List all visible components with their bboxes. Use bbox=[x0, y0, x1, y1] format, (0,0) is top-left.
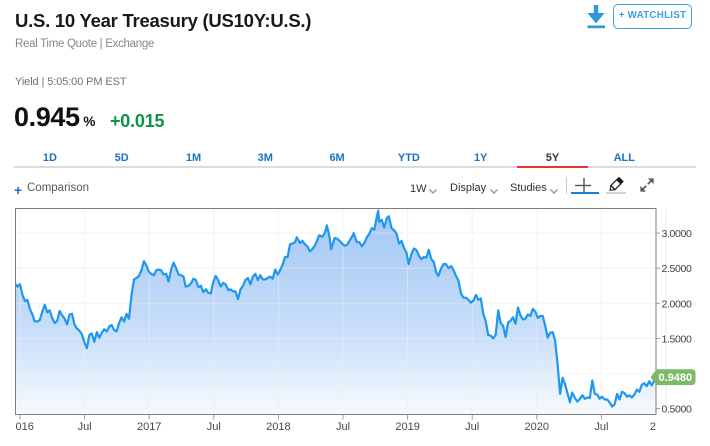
svg-text:Jul: Jul bbox=[336, 421, 350, 433]
svg-text:2019: 2019 bbox=[395, 421, 419, 433]
svg-text:0.9480: 0.9480 bbox=[659, 372, 693, 384]
svg-text:2017: 2017 bbox=[137, 421, 161, 433]
svg-text:016: 016 bbox=[16, 421, 34, 433]
svg-text:Jul: Jul bbox=[78, 421, 92, 433]
svg-text:2.5000: 2.5000 bbox=[662, 263, 693, 275]
svg-text:Jul: Jul bbox=[594, 421, 608, 433]
svg-text:0.5000: 0.5000 bbox=[662, 404, 693, 416]
svg-text:2020: 2020 bbox=[525, 421, 549, 433]
svg-text:Jul: Jul bbox=[465, 421, 479, 433]
svg-text:2.0000: 2.0000 bbox=[662, 298, 693, 310]
svg-text:3.0000: 3.0000 bbox=[662, 228, 693, 240]
svg-text:Jul: Jul bbox=[207, 421, 221, 433]
svg-text:2: 2 bbox=[650, 421, 656, 433]
svg-text:2018: 2018 bbox=[266, 421, 290, 433]
svg-text:1.5000: 1.5000 bbox=[662, 333, 693, 345]
